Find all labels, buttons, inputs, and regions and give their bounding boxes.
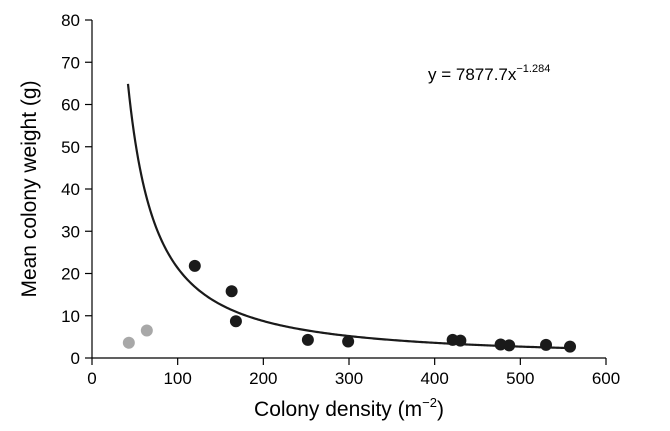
y-tick-label: 20 bbox=[61, 265, 80, 284]
fit-equation: y = 7877.7x−1.284 bbox=[428, 63, 550, 84]
y-tick-label: 80 bbox=[61, 11, 80, 30]
data-point-grey bbox=[122, 336, 135, 349]
y-tick-label: 30 bbox=[61, 222, 80, 241]
y-tick-label: 50 bbox=[61, 138, 80, 157]
data-point-grey bbox=[140, 324, 153, 337]
x-tick-label: 100 bbox=[163, 369, 191, 388]
y-ticks: 0 10 20 30 40 50 60 70 80 bbox=[61, 11, 92, 368]
data-point-black bbox=[540, 338, 553, 351]
x-tick-label: 300 bbox=[335, 369, 363, 388]
x-axis-title-text: Colony density (m bbox=[254, 398, 422, 421]
y-tick-label: 0 bbox=[71, 349, 80, 368]
data-point-black bbox=[225, 285, 238, 298]
y-tick-label: 60 bbox=[61, 96, 80, 115]
x-tick-label: 200 bbox=[249, 369, 277, 388]
data-point-black bbox=[301, 333, 314, 346]
data-point-black bbox=[503, 339, 516, 352]
data-point-black bbox=[564, 340, 577, 353]
fit-curve bbox=[126, 83, 572, 350]
data-point-black bbox=[342, 335, 355, 348]
x-axis-title-superscript: −2 bbox=[422, 395, 437, 410]
data-point-black bbox=[229, 315, 242, 328]
x-tick-label: 400 bbox=[420, 369, 448, 388]
fit-equation-base: y = 7877.7x bbox=[428, 65, 517, 84]
y-tick-label: 40 bbox=[61, 180, 80, 199]
y-tick-label: 70 bbox=[61, 53, 80, 72]
y-axis-title: Mean colony weight (g) bbox=[18, 80, 41, 297]
data-points bbox=[122, 259, 577, 353]
data-point-black bbox=[454, 334, 467, 347]
y-tick-label: 10 bbox=[61, 307, 80, 326]
axes: 0 10 20 30 40 50 60 70 80 0 100 200 300 400 500 600 bbox=[61, 11, 620, 388]
x-tick-label: 500 bbox=[506, 369, 534, 388]
x-tick-label: 0 bbox=[87, 369, 96, 388]
x-axis-title-close: ) bbox=[437, 398, 444, 421]
x-tick-label: 600 bbox=[592, 369, 620, 388]
fit-equation-exponent: −1.284 bbox=[516, 63, 550, 75]
x-axis-title: Colony density (m−2) bbox=[254, 395, 444, 421]
x-ticks: 0 100 200 300 400 500 600 bbox=[87, 358, 620, 388]
data-point-black bbox=[188, 259, 201, 272]
